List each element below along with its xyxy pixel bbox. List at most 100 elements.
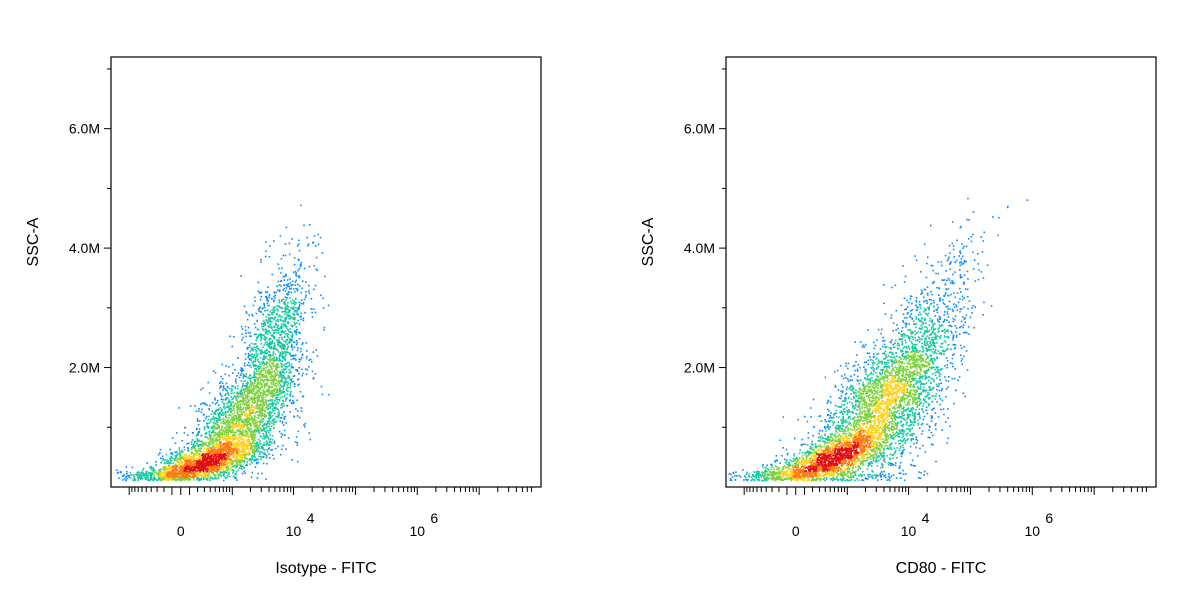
event-point (272, 454, 274, 456)
event-point (228, 475, 231, 478)
event-point (274, 329, 276, 332)
event-point (283, 284, 285, 286)
event-point (190, 467, 192, 469)
event-point (289, 411, 291, 413)
event-point (207, 451, 210, 454)
event-point (237, 416, 240, 419)
event-point (196, 442, 198, 445)
event-point (205, 444, 208, 446)
event-point (257, 461, 259, 464)
event-point (251, 471, 253, 474)
event-point (199, 420, 201, 422)
event-point (227, 467, 230, 469)
event-point (224, 453, 226, 455)
event-point (266, 291, 269, 293)
event-point (269, 457, 271, 459)
event-point (290, 401, 293, 404)
event-point (199, 478, 202, 480)
event-point (280, 330, 282, 333)
event-point (254, 402, 257, 404)
event-point (241, 457, 243, 460)
event-point (138, 475, 141, 477)
event-point (274, 353, 277, 355)
event-point (191, 472, 194, 474)
event-point (207, 455, 210, 457)
event-point (235, 396, 238, 398)
event-point (270, 425, 273, 428)
event-point (296, 328, 298, 331)
event-point (246, 461, 248, 463)
event-point (226, 469, 228, 472)
event-point (231, 465, 234, 468)
event-point (171, 478, 174, 481)
event-point (238, 408, 240, 411)
event-point (178, 477, 181, 480)
event-point (217, 465, 219, 467)
event-point (262, 425, 264, 427)
event-point (228, 407, 230, 409)
event-point (237, 460, 239, 462)
event-point (241, 468, 244, 471)
event-point (279, 420, 281, 422)
event-point (196, 471, 198, 474)
event-point (239, 415, 241, 418)
event-point (171, 437, 174, 439)
event-point (209, 477, 211, 479)
event-point (225, 402, 228, 405)
event-point (281, 371, 284, 373)
event-point (187, 463, 189, 465)
event-point (244, 450, 246, 452)
event-point (225, 457, 228, 460)
event-point (169, 468, 171, 470)
event-point (180, 465, 182, 467)
event-point (174, 473, 176, 476)
event-point (291, 339, 293, 341)
event-point (215, 428, 217, 430)
event-point (246, 364, 249, 366)
event-point (170, 473, 172, 475)
event-point (222, 385, 225, 387)
event-point (211, 443, 214, 445)
event-point (176, 469, 178, 472)
event-point (222, 389, 224, 391)
event-point (246, 418, 248, 420)
event-point (204, 472, 206, 474)
event-point (298, 239, 300, 242)
event-point (300, 264, 302, 266)
event-point (226, 432, 228, 434)
event-point (252, 430, 254, 432)
event-point (246, 432, 249, 434)
event-point (212, 421, 215, 424)
event-point (177, 464, 180, 467)
event-point (167, 473, 169, 475)
event-point (189, 469, 191, 471)
event-point (245, 335, 247, 338)
event-point (255, 459, 257, 461)
event-point (206, 445, 209, 448)
event-point (240, 380, 243, 382)
event-point (266, 377, 269, 380)
event-point (256, 425, 258, 427)
event-point (174, 466, 177, 468)
event-point (248, 430, 251, 433)
event-point (297, 319, 299, 322)
event-point (303, 224, 305, 227)
event-point (226, 448, 228, 450)
event-point (249, 458, 252, 460)
event-point (239, 400, 242, 402)
event-point (264, 255, 267, 258)
event-point (226, 390, 229, 392)
event-point (302, 372, 304, 375)
event-point (214, 466, 216, 469)
event-point (296, 442, 299, 444)
event-point (261, 328, 264, 330)
event-point (262, 307, 264, 309)
event-point (231, 429, 233, 432)
event-point (240, 325, 243, 328)
event-point (190, 458, 193, 460)
event-point (154, 471, 157, 474)
event-point (252, 363, 255, 366)
event-point (236, 479, 238, 481)
event-point (253, 451, 255, 453)
event-point (241, 384, 244, 387)
